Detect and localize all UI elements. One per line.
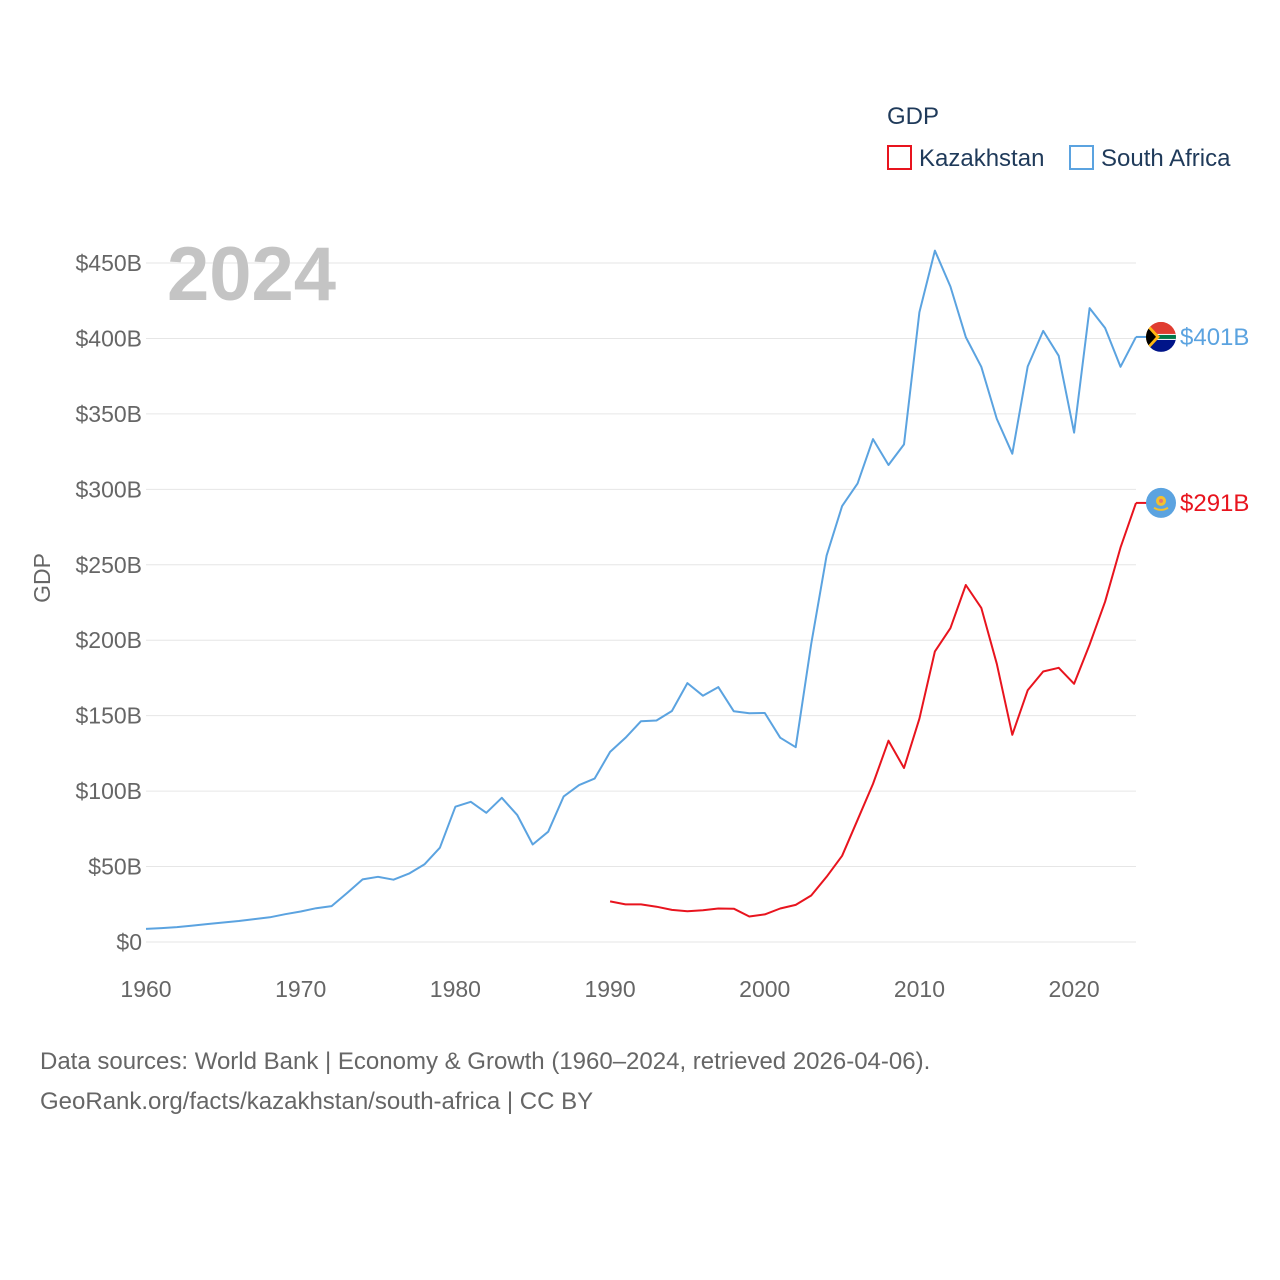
legend-title: GDP xyxy=(887,103,939,130)
x-tick-label: 1970 xyxy=(275,976,326,1002)
x-tick-label: 2020 xyxy=(1049,976,1100,1002)
x-axis-ticks: 1960 1970 1980 1990 2000 2010 2020 xyxy=(120,976,1099,1002)
y-axis-ticks: $0 $50B $100B $150B $200B $250B $300B $350B $400… xyxy=(75,250,142,955)
legend-label-kazakhstan: Kazakhstan xyxy=(919,145,1044,172)
x-tick-label: 1980 xyxy=(430,976,481,1002)
gridlines xyxy=(146,262,1136,943)
south-africa-flag-icon xyxy=(1146,321,1176,352)
x-tick-label: 2010 xyxy=(894,976,945,1002)
y-axis-label: GDP xyxy=(29,553,55,603)
y-tick-label: $400B xyxy=(75,325,142,351)
y-tick-label: $450B xyxy=(75,250,142,276)
kazakhstan-flag-icon xyxy=(1146,487,1176,518)
x-tick-label: 2000 xyxy=(739,976,790,1002)
legend-label-south-africa: South Africa xyxy=(1101,145,1231,172)
end-value-label-kazakhstan: $291B xyxy=(1180,490,1249,517)
y-tick-label: $100B xyxy=(75,778,142,804)
series-line-south-africa xyxy=(145,249,1137,930)
y-tick-label: $0 xyxy=(116,929,142,955)
y-tick-label: $50B xyxy=(88,854,142,880)
legend: GDP Kazakhstan South Africa xyxy=(887,103,1231,172)
y-tick-label: $300B xyxy=(75,476,142,502)
y-tick-label: $350B xyxy=(75,401,142,427)
source-line-2[interactable]: GeoRank.org/facts/kazakhstan/south-afric… xyxy=(40,1088,594,1115)
x-tick-label: 1990 xyxy=(584,976,635,1002)
x-tick-label: 1960 xyxy=(120,976,171,1002)
year-label: 2024 xyxy=(167,232,336,317)
source-line-1: Data sources: World Bank | Economy & Gro… xyxy=(40,1048,931,1075)
source-footer: Data sources: World Bank | Economy & Gro… xyxy=(40,1042,930,1122)
series-line-kazakhstan xyxy=(609,502,1137,918)
legend-item-kazakhstan[interactable]: Kazakhstan xyxy=(887,145,1044,172)
end-value-label-south-africa: $401B xyxy=(1180,324,1249,351)
legend-item-south-africa[interactable]: South Africa xyxy=(1069,145,1231,172)
y-tick-label: $250B xyxy=(75,552,142,578)
legend-swatch-south-africa xyxy=(1069,145,1094,170)
y-tick-label: $200B xyxy=(75,627,142,653)
legend-swatch-kazakhstan xyxy=(887,145,912,170)
y-tick-label: $150B xyxy=(75,703,142,729)
end-markers: $401B $291B xyxy=(1136,321,1249,518)
series-lines xyxy=(145,249,1137,930)
